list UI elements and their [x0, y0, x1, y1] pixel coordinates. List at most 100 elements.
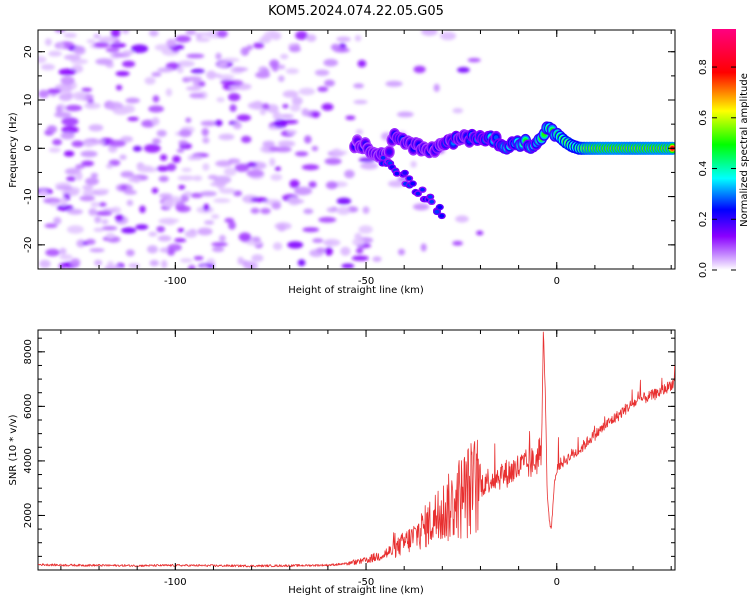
spectrogram-noise-cell — [410, 160, 417, 168]
spectrogram-noise-cell — [211, 214, 220, 220]
spectrogram-noise-cell — [433, 83, 440, 92]
colorbar-gradient — [712, 29, 736, 270]
spectrogram-noise-cell — [151, 117, 160, 126]
spectrogram-noise-cell — [387, 180, 405, 188]
spectrogram-noise-cell — [289, 179, 300, 189]
spectrogram-noise-cell — [115, 84, 123, 91]
snr-y-ticks: 2000 4000 6000 8000 — [23, 337, 675, 571]
spectrogram-noise-cell — [175, 35, 192, 43]
spectrogram-noise-cell — [59, 247, 67, 255]
spectrogram-noise-cell — [228, 220, 236, 230]
spectrogram-noise-cell — [114, 214, 124, 222]
spectrogram-noise-cell — [273, 119, 288, 129]
spectrogram-noise-cell — [82, 189, 95, 197]
spectrogram-noise-cell — [357, 59, 367, 68]
spectrogram-noise-cell — [185, 117, 192, 123]
spectrogram-noise-cell — [195, 37, 211, 42]
spectrogram-noise-cell — [95, 188, 110, 193]
spectrogram-noise-cell — [38, 89, 50, 99]
spectrogram-noise-cell — [67, 225, 84, 234]
spectrogram-noise-cell — [171, 47, 180, 53]
spectrogram-y-ticks: -20 -10 0 10 20 — [23, 45, 675, 270]
spectrogram-noise-cell — [160, 154, 168, 161]
spectrogram-noise-cell — [321, 103, 334, 111]
spectrogram-streak-cell — [427, 194, 433, 199]
spectrogram-noise-cell — [192, 175, 203, 181]
spectrogram-noise-cell — [186, 76, 202, 82]
spectrogram-noise-cell — [143, 144, 161, 153]
spectrogram-noise-cell — [105, 47, 120, 53]
spectrogram-noise-cell — [272, 111, 281, 120]
spectrogram-streak-cell — [420, 187, 425, 192]
spectrogram-noise-cell — [233, 121, 242, 130]
spectrogram-noise-cell — [45, 248, 60, 257]
spectrogram-noise-cell — [197, 32, 212, 37]
spectrogram-noise-cell — [202, 137, 210, 144]
spectrogram-x-tick-label: 0 — [554, 276, 560, 287]
snr-x-axis-label: Height of straight line (km) — [288, 585, 424, 596]
spectrogram-noise-cell — [178, 129, 192, 138]
spectrogram-noise-cell — [287, 241, 304, 249]
spectrogram-noise-cell — [215, 160, 233, 167]
spectrogram-noise-cell — [353, 83, 364, 89]
spectrogram-noise-cell — [101, 219, 109, 225]
snr-y-tick-label: 6000 — [23, 394, 34, 419]
spectrogram-noise-cell — [46, 125, 58, 134]
spectrogram-x-tick-label: -50 — [358, 276, 374, 287]
spectrogram-noise-cell — [324, 247, 333, 256]
spectrogram-streak-cell — [434, 210, 440, 214]
spectrogram-noise-cell — [92, 140, 106, 145]
spectrogram-noise-cell — [230, 159, 240, 164]
spectrogram-noise-cell — [302, 227, 320, 233]
spectrogram-noise-cell — [262, 140, 276, 147]
spectrogram-noise-cell — [122, 60, 136, 68]
spectrogram-noise-cell — [61, 117, 79, 126]
spectrogram-noise-cell — [247, 101, 265, 110]
colorbar-tick-label: 0.2 — [698, 211, 709, 227]
spectrogram-noise-cell — [250, 207, 260, 214]
spectrogram-noise-cell — [165, 88, 173, 97]
spectrogram-x-axis-label: Height of straight line (km) — [288, 285, 424, 296]
spectrogram-noise-cell — [86, 39, 96, 44]
spectrogram-noise-cell — [123, 189, 137, 195]
spectrogram-noise-cell — [58, 68, 77, 76]
spectrogram-noise-cell — [212, 246, 225, 253]
spectrogram-noise-cell — [269, 59, 280, 68]
snr-x-ticks: -100 -50 0 — [60, 330, 672, 588]
spectrogram-noise-cell — [120, 184, 128, 191]
spectrogram-noise-cell — [214, 119, 223, 127]
snr-y-axis-label: SNR (10 * v/v) — [8, 414, 19, 485]
spectrogram-streak-cell — [402, 171, 408, 175]
spectrogram-noise-cell — [44, 38, 52, 46]
spectrogram-noise-cell — [240, 49, 247, 54]
spectrogram-noise-cell — [216, 30, 228, 38]
spectrogram-noise-cell — [63, 150, 75, 157]
spectrogram-noise-cell — [85, 177, 99, 186]
spectrogram-noise-cell — [135, 224, 149, 230]
spectrogram-noise-cell — [336, 36, 351, 42]
spectrogram-noise-cell — [106, 163, 113, 169]
spectrogram-noise-cell — [326, 207, 338, 213]
spectrogram-noise-cell — [282, 90, 299, 98]
spectrogram-noise-cell — [73, 45, 86, 55]
snr-x-tick-label: -50 — [358, 577, 374, 588]
spectrogram-noise-cell — [241, 135, 252, 143]
spectrogram-noise-cell — [190, 68, 205, 74]
spectrogram-noise-cell — [110, 42, 127, 48]
spectrogram-noise-cell — [252, 236, 261, 242]
spectrogram-noise-cell — [126, 199, 134, 206]
spectrogram-noise-cell — [280, 53, 289, 60]
spectrogram-noise-cell — [59, 254, 73, 260]
spectrogram-noise-cell — [41, 63, 55, 71]
spectrogram-noise-cell — [398, 248, 405, 256]
colorbar-tick-label: 0.6 — [698, 110, 709, 126]
spectrogram-noise-cell — [156, 226, 165, 233]
spectrogram-noise-cell — [297, 259, 306, 267]
spectrogram-noise-cell — [269, 157, 276, 167]
spectrogram-noise-cell — [200, 120, 217, 127]
spectrogram-noise-cell — [221, 57, 240, 63]
spectrogram-noise-cell — [316, 247, 326, 253]
spectrogram-noise-cell — [178, 140, 188, 145]
spectrogram-noise-cell — [47, 88, 62, 94]
spectrogram-noise-cell — [125, 97, 140, 104]
